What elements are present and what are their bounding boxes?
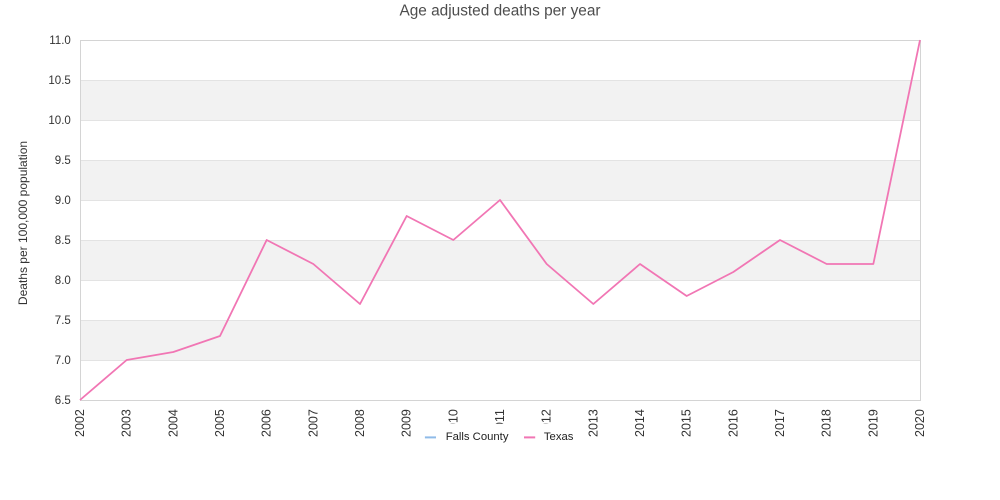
svg-text:10.5: 10.5 [48, 75, 70, 87]
svg-text:8.0: 8.0 [55, 275, 71, 287]
svg-text:2019: 2019 [866, 409, 880, 437]
svg-text:2007: 2007 [306, 409, 320, 437]
svg-text:7.5: 7.5 [55, 315, 71, 327]
svg-text:9.5: 9.5 [55, 155, 71, 167]
svg-text:Deaths per 100,000 population: Deaths per 100,000 population [16, 141, 30, 305]
svg-text:2002: 2002 [73, 409, 87, 437]
svg-text:2005: 2005 [213, 409, 227, 437]
svg-text:2006: 2006 [260, 409, 274, 437]
svg-text:2003: 2003 [120, 409, 134, 437]
svg-text:2015: 2015 [680, 409, 694, 437]
svg-text:2016: 2016 [726, 409, 740, 437]
svg-text:Age adjusted deaths per year: Age adjusted deaths per year [399, 3, 600, 20]
svg-text:2009: 2009 [400, 409, 414, 437]
svg-text:2017: 2017 [773, 409, 787, 437]
svg-text:2004: 2004 [166, 409, 180, 437]
svg-text:2014: 2014 [633, 409, 647, 437]
svg-text:9.0: 9.0 [55, 195, 71, 207]
svg-text:7.0: 7.0 [55, 355, 71, 367]
svg-text:6.5: 6.5 [55, 395, 71, 407]
svg-text:2018: 2018 [820, 409, 834, 437]
svg-text:8.5: 8.5 [55, 235, 71, 247]
svg-text:Falls County: Falls County [446, 431, 509, 443]
svg-text:2013: 2013 [586, 409, 600, 437]
svg-text:10.0: 10.0 [48, 115, 70, 127]
svg-text:Texas: Texas [544, 431, 574, 443]
svg-text:11.0: 11.0 [49, 35, 71, 47]
svg-text:2020: 2020 [913, 409, 927, 437]
svg-text:2008: 2008 [353, 409, 367, 437]
